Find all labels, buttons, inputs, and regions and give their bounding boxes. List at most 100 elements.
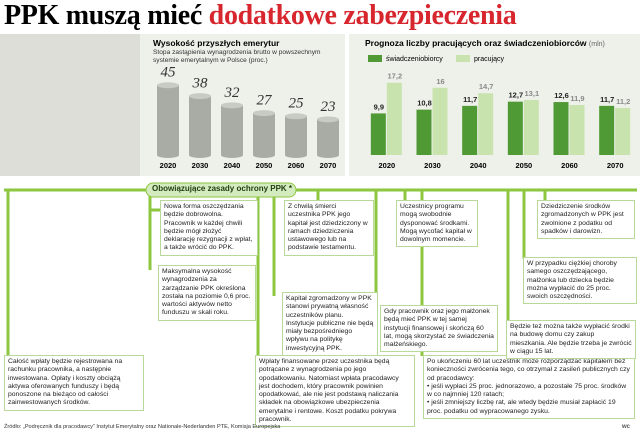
x-tick-label: 2020 — [160, 161, 177, 170]
x-tick-label: 2020 — [378, 161, 395, 170]
bar-part — [189, 96, 211, 155]
value-label: 45 — [161, 65, 177, 81]
bar-part — [285, 152, 307, 158]
bar-part — [157, 152, 179, 158]
value-label: 14,7 — [479, 82, 494, 91]
x-tick-label: 2070 — [607, 161, 624, 170]
rule-text: Będzie też można także wypłacić środki n… — [510, 323, 632, 355]
separator — [345, 34, 349, 176]
bar — [253, 110, 275, 158]
value-label: 11,9 — [570, 94, 584, 103]
bar — [157, 82, 179, 158]
bar — [386, 82, 402, 155]
bar-part — [221, 102, 243, 109]
bar-part — [157, 82, 179, 89]
rules-pill — [145, 182, 297, 198]
legend-swatch — [368, 55, 382, 62]
rule-box: Nowa forma oszczędzania będzie dobrowoln… — [160, 200, 258, 256]
x-tick-label: 2030 — [424, 161, 441, 170]
value-label: 32 — [224, 85, 241, 101]
rule-box: Będzie też można także wypłacić środki n… — [506, 320, 636, 360]
rule-box: Z chwilą śmierci uczestnika PPK jego kap… — [284, 200, 374, 256]
bar — [507, 101, 523, 155]
chart-unit: (mln) — [588, 41, 605, 48]
rule-box: Dziedziczenie środków zgromadzonych w PP… — [537, 200, 635, 240]
rule-box: Kapitał zgromadzony w PPK stanowi prywat… — [282, 292, 378, 357]
value-label: 17,2 — [388, 72, 403, 81]
rule-text: Wpłaty finansowane przez uczestnika będą… — [259, 358, 399, 424]
rule-box: W przypadku ciężkiej choroby samego oszc… — [523, 257, 637, 305]
value-label: 13,1 — [525, 89, 540, 98]
rule-bullet: • jeśli zmniejszy liczbę rat, ale wtedy … — [427, 399, 616, 415]
bar — [189, 93, 211, 158]
bar — [285, 113, 307, 158]
rule-bullet: • jeśli wypłaci 25 proc. jednorazowo, a … — [427, 382, 627, 399]
value-label: 27 — [257, 93, 274, 109]
bar — [523, 99, 539, 155]
rule-text: Maksymalna wysokość wynagrodzenia za zar… — [162, 268, 251, 317]
rule-text: W przypadku ciężkiej choroby samego oszc… — [527, 260, 617, 301]
x-tick-label: 2030 — [192, 161, 209, 170]
x-tick-label: 2070 — [320, 161, 337, 170]
rule-text: Kapitał zgromadzony w PPK stanowi prywat… — [286, 295, 374, 352]
source: Źródło: „Podręcznik dla pracodawcy” Inst… — [4, 424, 281, 430]
bar-part — [157, 85, 179, 155]
value-label: 10,8 — [417, 99, 432, 108]
bar — [416, 109, 432, 155]
connectors — [4, 188, 637, 356]
bar-part — [189, 152, 211, 158]
value-label: 11,7 — [600, 95, 614, 104]
value-label: 12,6 — [554, 91, 569, 100]
rule-text: Całość wpłaty będzie rejestrowana na rac… — [8, 358, 123, 407]
x-tick-label: 2040 — [470, 161, 487, 170]
bar — [553, 102, 569, 155]
bar-part — [317, 119, 339, 155]
bar-part — [317, 116, 339, 123]
bar — [462, 105, 478, 155]
headline-part: PPK muszą mieć — [4, 0, 202, 31]
bar-part — [253, 152, 275, 158]
chart-title-row: Prognoza liczby pracujących oraz świadcz… — [365, 38, 605, 48]
rule-box: Całość wpłaty będzie rejestrowana na rac… — [4, 355, 144, 411]
x-tick-label: 2060 — [288, 161, 305, 170]
rule-text: Uczestnicy programu mogą swobodnie dyspo… — [400, 203, 472, 244]
bar — [478, 93, 494, 155]
bar-part — [253, 113, 275, 155]
bar — [221, 102, 243, 158]
value-label: 12,7 — [509, 91, 524, 100]
value-label: 23 — [321, 99, 336, 115]
bar-part — [221, 105, 243, 155]
rule-box: Maksymalna wysokość wynagrodzenia za zar… — [158, 265, 256, 321]
rules-title: Obowiązujące zasady ochrony PPK * — [152, 184, 293, 193]
rule-text: Nowa forma oszczędzania będzie dobrowoln… — [164, 203, 253, 252]
bar-part — [221, 152, 243, 158]
rule-box: Wpłaty finansowane przez uczestnika będą… — [255, 355, 415, 428]
x-tick-label: 2050 — [256, 161, 273, 170]
bar-part — [285, 113, 307, 120]
rule-text: Z chwilą śmierci uczestnika PPK jego kap… — [288, 203, 368, 252]
legend-label: świadczeniobiorcy — [386, 56, 443, 63]
x-tick-label: 2050 — [515, 161, 532, 170]
rule-box: Uczestnicy programu mogą swobodnie dyspo… — [396, 200, 478, 248]
value-label: 9,9 — [374, 102, 384, 111]
value-label: 16 — [436, 77, 444, 86]
rule-text: Gdy pracownik oraz jego małżonek będą mi… — [384, 308, 494, 349]
bar — [615, 107, 631, 155]
photo-area — [0, 34, 140, 176]
value-label: 38 — [192, 76, 209, 92]
bar-part — [285, 116, 307, 155]
headline: PPK muszą mieć dodatkowe zabezpieczenia — [4, 0, 517, 32]
headline-part: dodatkowe zabezpieczenia — [208, 0, 517, 31]
credit: wc — [622, 424, 631, 430]
legend-label: pracujący — [474, 56, 504, 63]
chart-title: Prognoza liczby pracujących oraz świadcz… — [365, 38, 587, 48]
x-tick-label: 2040 — [224, 161, 241, 170]
bar — [317, 116, 339, 158]
x-tick-label: 2060 — [561, 161, 578, 170]
bar — [569, 105, 585, 155]
bar — [370, 113, 386, 155]
chart-title: Wysokość przyszłych emerytur — [153, 38, 280, 48]
chart-subtitle: Stopa zastąpienia wynagrodzenia brutto w… — [153, 49, 321, 64]
bar — [432, 87, 448, 155]
